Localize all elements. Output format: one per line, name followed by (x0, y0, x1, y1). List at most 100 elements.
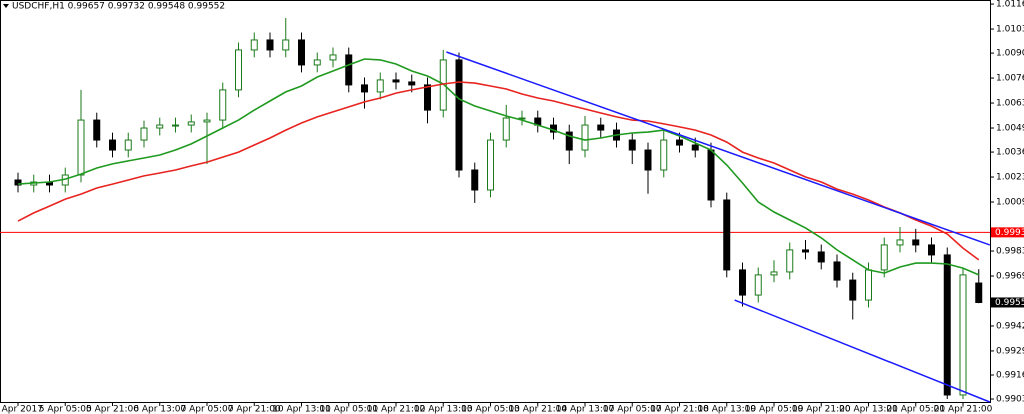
hline-label: 0.99931 (995, 228, 1024, 238)
y-tick-label: 0.99695 (996, 272, 1024, 282)
y-tick-label: 1.00900 (996, 49, 1024, 59)
x-tick-label: 5 Apr 21:00 (86, 405, 139, 414)
candle-body (676, 139, 683, 146)
y-tick-label: 0.99290 (996, 346, 1024, 356)
last-price-box (991, 297, 1024, 308)
candle-body (644, 149, 652, 171)
trend-line (734, 299, 991, 403)
candle-body (172, 124, 179, 127)
x-tick-label: 21 Apr 05:00 (886, 405, 945, 414)
candle-body (723, 199, 731, 271)
candle-body (187, 121, 195, 126)
x-tick-label: 19 Apr 05:00 (745, 405, 804, 414)
candle-body (833, 261, 841, 281)
x-tick-label: 13 Apr 05:00 (461, 405, 520, 414)
x-tick-label: 7 Apr 05:00 (181, 405, 234, 414)
x-tick-label: 5 Apr 05:00 (39, 405, 92, 414)
candle-body (959, 274, 967, 396)
candle-body (392, 79, 400, 83)
candle-body (943, 254, 951, 396)
candle-body (109, 139, 116, 151)
moving-average (17, 81, 980, 261)
candle-body (912, 239, 920, 246)
candle-body (313, 59, 321, 66)
y-tick-label: 1.01030 (996, 25, 1024, 35)
candle-body (93, 119, 101, 141)
candle-body (896, 239, 904, 246)
x-tick-label: 4 Apr 2017 (0, 405, 43, 414)
trend-line (446, 51, 991, 246)
candle-body (124, 139, 132, 151)
y-tick-label: 1.00630 (996, 99, 1024, 109)
candle-body (361, 84, 368, 93)
hline-label-box (991, 227, 1024, 238)
candle-body (455, 59, 463, 171)
candle-body (502, 117, 510, 141)
candle-body (282, 39, 290, 51)
x-tick-label: 17 Apr 21:00 (650, 405, 709, 414)
chart-title: USDCHF,H1 0.99657 0.99732 0.99548 0.9955… (12, 2, 225, 12)
symbol-arrow (3, 4, 9, 8)
candle-body (565, 131, 573, 151)
x-tick-label: 17 Apr 05:00 (603, 405, 662, 414)
candle-body (77, 119, 85, 176)
candle-body (802, 249, 809, 253)
candle-body (471, 169, 479, 191)
candle-body (849, 279, 857, 301)
candle-body (770, 271, 778, 276)
candle-body (298, 39, 305, 66)
candle-body (707, 149, 715, 201)
candle-body (376, 79, 384, 93)
candle-body (975, 282, 983, 303)
candle-body (597, 124, 605, 131)
y-tick-label: 0.99160 (996, 370, 1024, 380)
candle-body (203, 119, 211, 123)
candle-body (408, 81, 416, 86)
candle-body (235, 49, 242, 91)
candle-body (786, 249, 794, 273)
x-tick-label: 14 Apr 13:00 (556, 405, 615, 414)
x-tick-label: 11 Apr 05:00 (319, 405, 378, 414)
x-tick-label: 18 Apr 13:00 (697, 405, 756, 414)
x-tick-label: 20 Apr 13:00 (839, 405, 898, 414)
y-tick-label: 0.99830 (996, 247, 1024, 257)
y-tick-label: 1.00765 (996, 74, 1024, 84)
candle-body (865, 269, 872, 301)
candle-body (329, 54, 337, 61)
candle-body (345, 54, 353, 86)
x-tick-label: 13 Apr 21:00 (508, 405, 567, 414)
candle-body (817, 251, 825, 263)
x-tick-label: 21 Apr 21:00 (934, 405, 993, 414)
candle-body (880, 244, 888, 271)
moving-average (17, 58, 980, 276)
candle-body (739, 269, 746, 296)
candle-body (928, 244, 935, 256)
candle-body (660, 139, 668, 171)
candle-body (754, 274, 762, 296)
candle-body (424, 84, 431, 111)
x-tick-label: 7 Apr 21:00 (228, 405, 281, 414)
plot-frame (0, 0, 991, 403)
candle-body (581, 124, 589, 151)
candle-body (487, 139, 494, 191)
y-tick-label: 1.01165 (996, 0, 1024, 10)
candle-body (691, 144, 699, 151)
x-tick-label: 10 Apr 13:00 (272, 405, 331, 414)
y-tick-label: 1.00365 (996, 148, 1024, 158)
y-tick-label: 1.00495 (996, 124, 1024, 134)
candle-body (14, 179, 22, 186)
y-tick-label: 0.99425 (996, 321, 1024, 331)
candle-body (266, 39, 274, 51)
candle-body (628, 139, 636, 151)
candle-body (156, 124, 164, 129)
last-price-label: 0.99552 (995, 298, 1024, 308)
y-tick-label: 1.00095 (996, 198, 1024, 208)
x-tick-label: 12 Apr 13:00 (414, 405, 473, 414)
y-tick-label: 0.99030 (996, 395, 1024, 405)
y-tick-label: 1.00230 (996, 173, 1024, 183)
x-tick-label: 6 Apr 13:00 (133, 405, 186, 414)
candle-body (140, 127, 148, 141)
x-tick-label: 11 Apr 21:00 (367, 405, 426, 414)
candle-body (219, 89, 227, 121)
